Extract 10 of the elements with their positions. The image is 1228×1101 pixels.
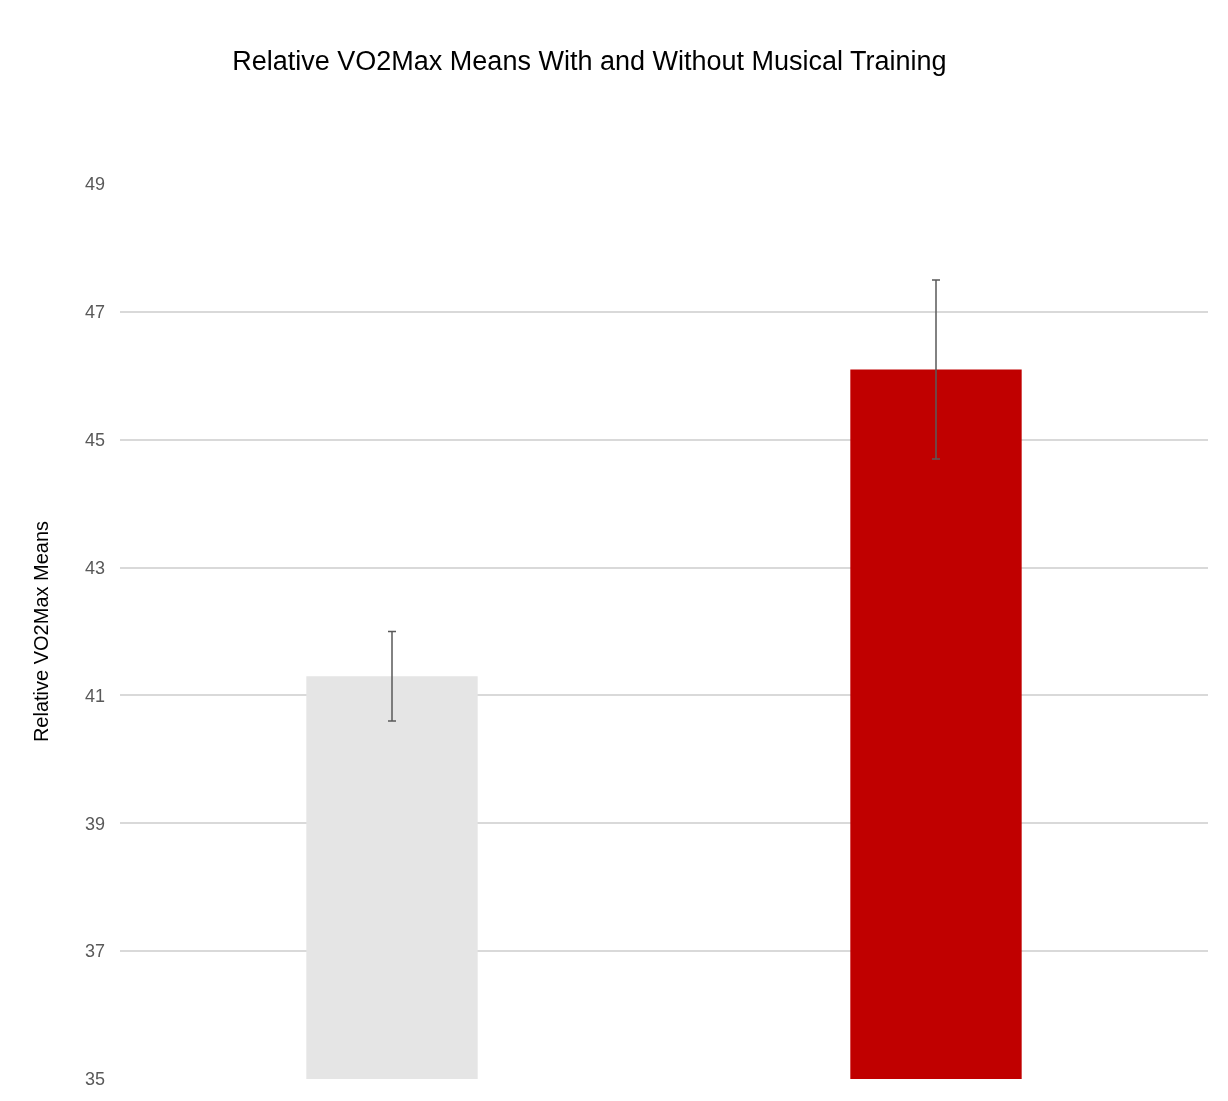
y-tick-label: 35 <box>84 1069 105 1090</box>
chart-title: Relative VO2Max Means With and Without Musical Training <box>232 46 947 76</box>
y-tick-label: 45 <box>84 430 105 451</box>
y-tick-label: 43 <box>84 557 105 578</box>
y-tick-label: 39 <box>84 813 105 834</box>
y-tick-label: 37 <box>84 941 105 962</box>
y-tick-label: 41 <box>84 685 105 706</box>
y-tick-label: 49 <box>84 174 105 195</box>
y-tick-label: 47 <box>84 302 105 323</box>
y-axis-title: Relative VO2Max Means <box>30 520 53 743</box>
